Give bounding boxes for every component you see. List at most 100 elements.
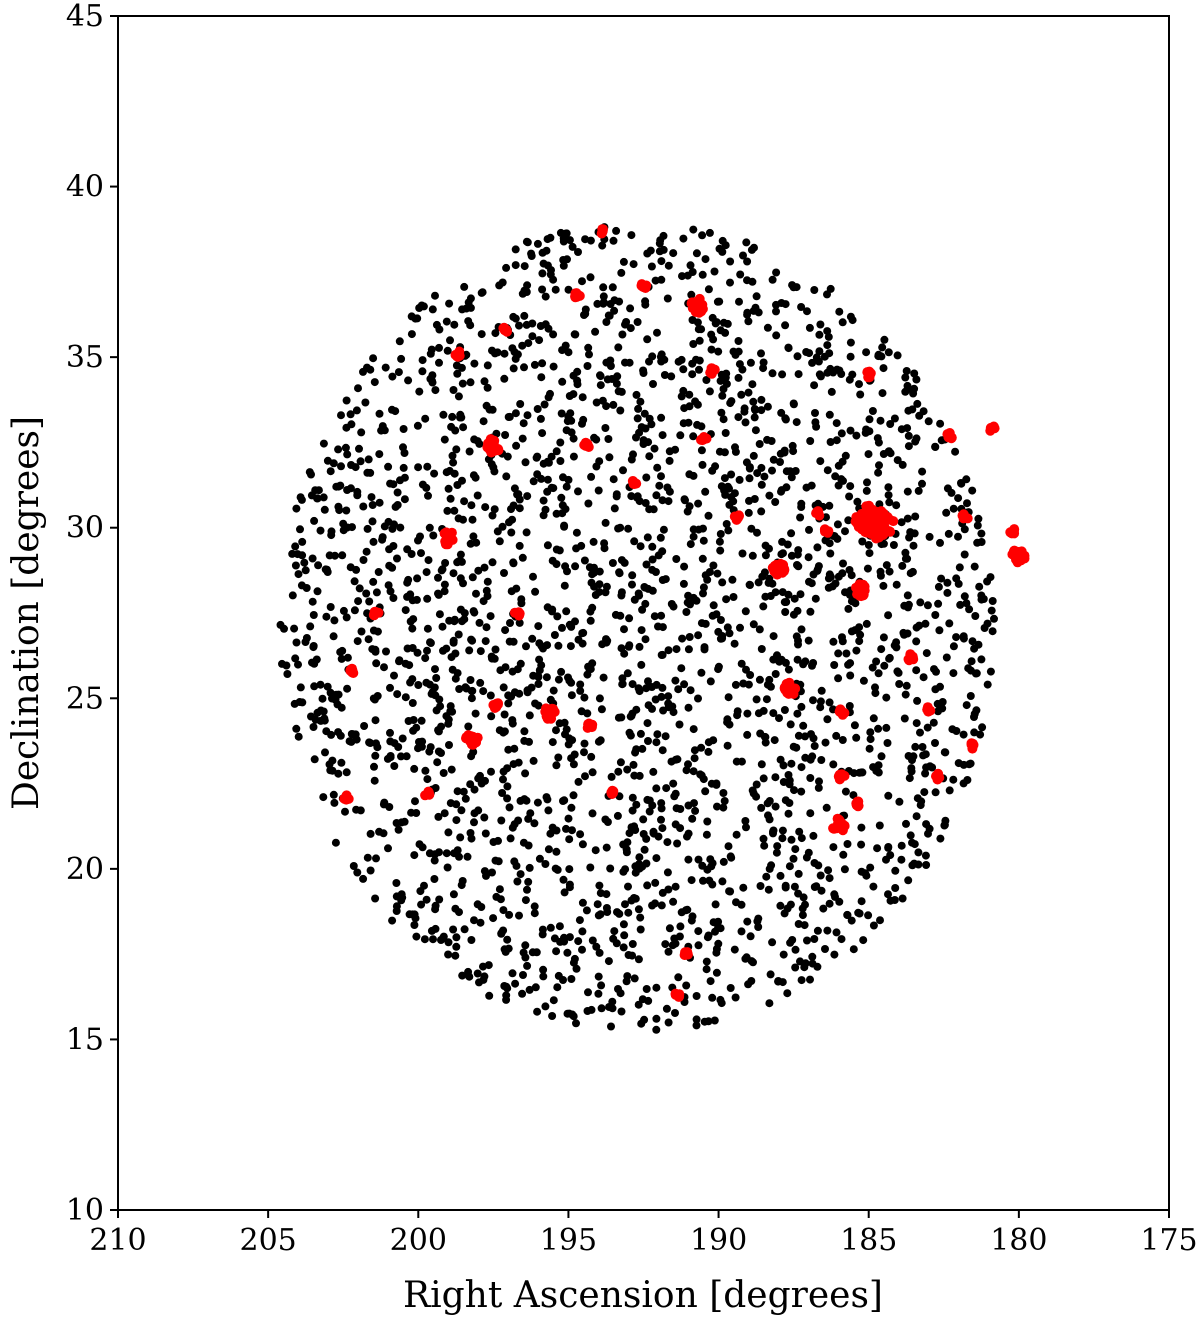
field-galaxy-point: [703, 933, 712, 942]
field-galaxy-point: [552, 847, 561, 856]
field-galaxy-point: [789, 400, 798, 409]
field-galaxy-point: [762, 872, 771, 881]
field-galaxy-point: [560, 581, 569, 590]
field-galaxy-point: [294, 660, 302, 669]
field-galaxy-point: [366, 468, 375, 477]
field-galaxy-point: [635, 853, 644, 862]
field-galaxy-point: [528, 634, 537, 643]
field-galaxy-point: [529, 756, 538, 765]
field-galaxy-point: [446, 494, 455, 503]
field-galaxy-point: [823, 290, 831, 299]
field-galaxy-point: [363, 363, 371, 372]
field-galaxy-point: [741, 607, 750, 616]
field-galaxy-point: [863, 564, 872, 573]
field-galaxy-point: [654, 622, 662, 631]
field-galaxy-point: [473, 437, 482, 446]
field-galaxy-point: [574, 777, 583, 786]
field-galaxy-point: [792, 418, 801, 427]
field-galaxy-point: [423, 594, 432, 603]
field-galaxy-point: [439, 932, 448, 941]
y-tick-label: 40: [66, 170, 104, 205]
group-galaxy-point: [885, 526, 896, 537]
field-galaxy-point: [674, 685, 683, 694]
field-galaxy-point: [844, 660, 853, 669]
field-galaxy-point: [712, 968, 721, 977]
field-galaxy-point: [546, 829, 555, 838]
field-galaxy-point: [642, 473, 651, 482]
field-galaxy-point: [898, 561, 907, 570]
field-galaxy-point: [322, 612, 331, 621]
field-galaxy-point: [721, 429, 730, 437]
field-galaxy-point: [779, 549, 787, 558]
field-galaxy-point: [483, 592, 492, 601]
field-galaxy-point: [538, 930, 547, 939]
field-galaxy-point: [426, 374, 435, 383]
field-galaxy-point: [363, 853, 372, 862]
field-galaxy-point: [506, 619, 514, 627]
field-galaxy-point: [769, 709, 778, 718]
field-galaxy-point: [414, 681, 423, 689]
field-galaxy-point: [456, 550, 465, 559]
field-galaxy-point: [937, 574, 946, 583]
field-galaxy-point: [665, 924, 674, 933]
field-galaxy-point: [629, 760, 638, 769]
field-galaxy-point: [759, 774, 768, 783]
field-galaxy-point: [897, 841, 906, 850]
field-galaxy-point: [988, 627, 997, 636]
field-galaxy-point: [809, 734, 818, 743]
field-galaxy-point: [856, 390, 865, 399]
field-galaxy-point: [599, 299, 608, 308]
field-galaxy-point: [560, 888, 569, 897]
field-galaxy-point: [909, 389, 918, 398]
y-tick-label: 30: [66, 511, 104, 546]
field-galaxy-point: [482, 623, 491, 632]
field-galaxy-point: [754, 914, 763, 923]
field-galaxy-point: [778, 588, 787, 597]
field-galaxy-point: [638, 862, 647, 871]
field-galaxy-point: [903, 514, 912, 523]
field-galaxy-point: [634, 684, 643, 693]
field-galaxy-point: [669, 779, 678, 788]
field-galaxy-point: [576, 680, 585, 689]
field-galaxy-point: [705, 387, 714, 396]
field-galaxy-point: [772, 848, 781, 857]
field-galaxy-point: [320, 505, 329, 514]
field-galaxy-point: [816, 372, 825, 381]
field-galaxy-point: [694, 631, 703, 640]
field-galaxy-point: [553, 983, 562, 992]
field-galaxy-point: [323, 682, 332, 691]
field-galaxy-point: [874, 669, 883, 678]
group-galaxy-point: [347, 665, 358, 676]
field-galaxy-point: [292, 724, 301, 733]
field-galaxy-point: [664, 646, 673, 655]
field-galaxy-point: [876, 916, 884, 925]
field-galaxy-point: [878, 389, 887, 398]
field-galaxy-point: [768, 275, 777, 284]
field-galaxy-point: [509, 501, 518, 510]
field-galaxy-point: [384, 844, 392, 853]
field-galaxy-point: [523, 686, 532, 695]
field-galaxy-point: [418, 737, 427, 746]
field-galaxy-point: [320, 714, 329, 723]
field-galaxy-point: [664, 1018, 673, 1027]
field-galaxy-point: [334, 728, 343, 737]
field-galaxy-point: [681, 906, 690, 915]
field-galaxy-point: [847, 916, 856, 925]
field-galaxy-point: [741, 817, 750, 825]
groups-layer: [339, 224, 1030, 1002]
field-galaxy-point: [586, 863, 595, 872]
field-galaxy-point: [564, 814, 573, 823]
field-galaxy-point: [781, 321, 790, 330]
field-galaxy-point: [330, 616, 339, 625]
field-galaxy-point: [657, 815, 665, 824]
group-galaxy-point: [871, 506, 882, 517]
field-galaxy-point: [775, 714, 783, 723]
field-galaxy-point: [606, 864, 615, 873]
field-galaxy-point: [642, 684, 651, 693]
field-galaxy-point: [421, 766, 430, 775]
field-galaxy-point: [943, 484, 952, 493]
field-galaxy-point: [658, 683, 667, 692]
field-galaxy-point: [764, 885, 773, 894]
field-galaxy-point: [407, 330, 416, 339]
field-galaxy-point: [763, 799, 772, 808]
